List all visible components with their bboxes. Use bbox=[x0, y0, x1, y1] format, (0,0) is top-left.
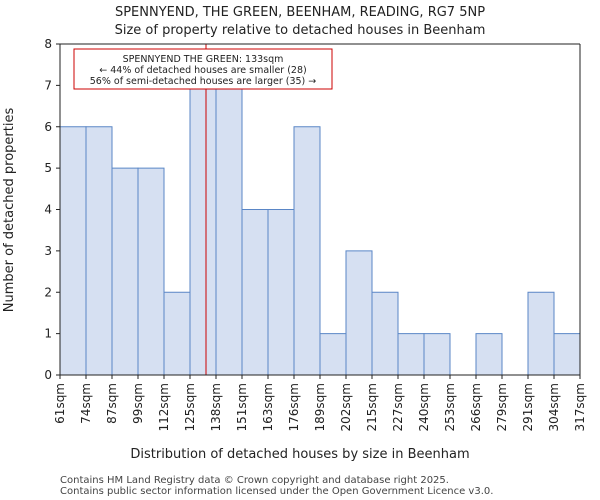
x-tick-label-253sqm: 253sqm bbox=[443, 383, 457, 431]
x-tick-label-163sqm: 163sqm bbox=[261, 383, 275, 431]
bar-99sqm bbox=[137, 167, 165, 376]
y-axis-label: Number of detached properties bbox=[2, 108, 17, 313]
chart-title: SPENNYEND, THE GREEN, BEENHAM, READING, … bbox=[115, 5, 485, 20]
bars-group bbox=[59, 84, 581, 376]
x-tick-label-112sqm: 112sqm bbox=[157, 383, 171, 431]
bar-240sqm bbox=[423, 333, 451, 376]
x-tick-label-215sqm: 215sqm bbox=[365, 383, 379, 431]
bar-74sqm bbox=[85, 126, 113, 376]
bar-266sqm bbox=[475, 333, 503, 376]
bar-61sqm bbox=[59, 126, 87, 376]
x-tick-label-266sqm: 266sqm bbox=[469, 383, 483, 431]
x-tick-label-227sqm: 227sqm bbox=[391, 383, 405, 431]
y-tick-label-5: 5 bbox=[44, 161, 52, 175]
x-tick-label-291sqm: 291sqm bbox=[521, 383, 535, 431]
y-tick-label-8: 8 bbox=[44, 37, 52, 51]
bar-138sqm bbox=[215, 84, 243, 376]
y-ticks-group: 0 1 2 3 4 5 6 7 8 bbox=[44, 37, 60, 382]
x-tick-label-87sqm: 87sqm bbox=[105, 383, 119, 424]
bar-291sqm bbox=[527, 291, 555, 376]
y-tick-label-0: 0 bbox=[44, 368, 52, 382]
bar-304sqm bbox=[553, 333, 581, 376]
y-tick-label-6: 6 bbox=[44, 120, 52, 134]
bar-189sqm bbox=[319, 333, 347, 376]
bar-227sqm bbox=[397, 333, 425, 376]
bar-163sqm bbox=[267, 209, 295, 376]
x-tick-label-176sqm: 176sqm bbox=[287, 383, 301, 431]
bar-151sqm bbox=[241, 209, 269, 376]
annotation-line-1: SPENNYEND THE GREEN: 133sqm bbox=[123, 54, 284, 65]
x-tick-label-202sqm: 202sqm bbox=[339, 383, 353, 431]
x-tick-label-74sqm: 74sqm bbox=[79, 383, 93, 424]
y-tick-label-4: 4 bbox=[44, 203, 52, 217]
x-tick-label-189sqm: 189sqm bbox=[313, 383, 327, 431]
annotation-line-3: 56% of semi-detached houses are larger (… bbox=[90, 76, 317, 87]
chart-subtitle: Size of property relative to detached ho… bbox=[115, 23, 486, 38]
bar-215sqm bbox=[371, 291, 399, 376]
x-tick-label-240sqm: 240sqm bbox=[417, 383, 431, 431]
x-tick-label-317sqm: 317sqm bbox=[573, 383, 587, 431]
x-tick-label-138sqm: 138sqm bbox=[209, 383, 223, 431]
annotation-line-2: ← 44% of detached houses are smaller (28… bbox=[99, 65, 306, 76]
annotation-box-border bbox=[73, 48, 333, 90]
bar-202sqm bbox=[345, 250, 373, 376]
bar-112sqm bbox=[163, 291, 191, 376]
bar-176sqm bbox=[293, 126, 321, 376]
x-tick-label-61sqm: 61sqm bbox=[53, 383, 67, 424]
y-tick-label-1: 1 bbox=[44, 327, 52, 341]
y-tick-label-3: 3 bbox=[44, 244, 52, 258]
x-tick-label-125sqm: 125sqm bbox=[183, 383, 197, 431]
x-tick-label-304sqm: 304sqm bbox=[547, 383, 561, 431]
x-tick-label-99sqm: 99sqm bbox=[131, 383, 145, 424]
x-tick-label-151sqm: 151sqm bbox=[235, 383, 249, 431]
x-tick-label-279sqm: 279sqm bbox=[495, 383, 509, 431]
y-tick-label-7: 7 bbox=[44, 78, 52, 92]
footer-line-1: Contains HM Land Registry data © Crown c… bbox=[60, 475, 449, 486]
x-axis-label: Distribution of detached houses by size … bbox=[130, 447, 469, 462]
annotation-box: SPENNYEND THE GREEN: 133sqm ← 44% of det… bbox=[73, 48, 333, 90]
footer-line-2: Contains public sector information licen… bbox=[60, 486, 493, 497]
bar-87sqm bbox=[111, 167, 139, 376]
x-ticks-group: 61sqm 74sqm 87sqm 99sqm 112sqm 125sqm 138sqm 15… bbox=[53, 375, 587, 431]
y-tick-label-2: 2 bbox=[44, 285, 52, 299]
bar-125sqm bbox=[189, 84, 217, 376]
